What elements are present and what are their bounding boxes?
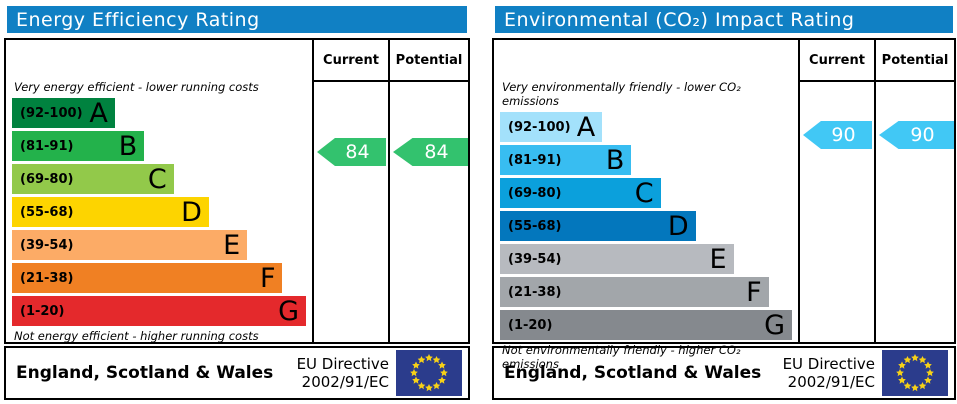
- energy-current-cell: 84: [312, 82, 388, 342]
- band-range: (21-38): [508, 284, 562, 300]
- band-letter: A: [89, 97, 108, 129]
- energy-current-column-header: Current: [312, 40, 388, 82]
- environmental-impact-panel: Environmental (CO₂) Impact Rating Very e…: [492, 6, 956, 400]
- energy-potential-rating-arrow: 84: [393, 138, 468, 166]
- band-range: (55-68): [20, 204, 74, 220]
- band-range: (81-91): [20, 138, 74, 154]
- band-range: (39-54): [508, 251, 562, 267]
- eu-directive-line1: EU Directive: [296, 355, 389, 373]
- environmental-eu-directive-label: EU Directive 2002/91/EC: [783, 355, 875, 391]
- band-letter: G: [278, 295, 299, 327]
- energy-band-d: (55-68) D: [12, 197, 209, 227]
- energy-band-a: (92-100) A: [12, 98, 115, 128]
- energy-band-b: (81-91) B: [12, 130, 145, 162]
- energy-band-c: (69-80) C: [12, 164, 174, 194]
- environmental-region-label: England, Scotland & Wales: [504, 363, 762, 383]
- energy-rating-table: Very energy efficient - lower running co…: [4, 38, 470, 344]
- energy-panel-title: Energy Efficiency Rating: [7, 6, 467, 33]
- band-letter: E: [709, 243, 727, 275]
- energy-band-ladder: Very energy efficient - lower running co…: [6, 40, 312, 343]
- band-letter: D: [667, 210, 689, 242]
- band-range: (21-38): [20, 270, 74, 286]
- energy-top-note: Very energy efficient - lower running co…: [14, 80, 259, 94]
- band-range: (39-54): [20, 237, 74, 253]
- environmental-potential-column-header: Potential: [874, 40, 954, 82]
- band-letter: B: [118, 130, 138, 162]
- band-range: (1-20): [508, 317, 553, 333]
- band-range: (69-80): [20, 171, 74, 187]
- energy-footer: England, Scotland & Wales EU Directive 2…: [4, 346, 470, 400]
- eu-directive-line1: EU Directive: [782, 355, 875, 373]
- band-range: (92-100): [20, 105, 83, 121]
- eu-flag-icon: [882, 350, 948, 396]
- energy-current-rating-arrow: 84: [317, 138, 386, 166]
- energy-eu-directive-label: EU Directive 2002/91/EC: [297, 355, 389, 391]
- band-letter: B: [605, 144, 625, 176]
- environmental-footer: England, Scotland & Wales EU Directive 2…: [492, 346, 956, 400]
- energy-band-e: (39-54) E: [12, 229, 248, 261]
- environmental-potential-cell: 90: [874, 82, 954, 342]
- energy-potential-column-header: Potential: [388, 40, 468, 82]
- eu-directive-line2: 2002/91/EC: [301, 373, 389, 391]
- environmental-current-cell: 90: [798, 82, 874, 342]
- environmental-panel-title: Environmental (CO₂) Impact Rating: [495, 6, 953, 33]
- environmental-top-note: Very environmentally friendly - lower CO…: [502, 80, 741, 108]
- energy-efficiency-panel: Energy Efficiency Rating Very energy eff…: [4, 6, 470, 400]
- environmental-band-g: (1-20) G: [500, 310, 792, 340]
- band-letter: A: [576, 111, 596, 143]
- band-letter: C: [147, 163, 167, 195]
- energy-bottom-note: Not energy efficient - higher running co…: [14, 329, 259, 343]
- band-range: (92-100): [508, 119, 571, 135]
- band-range: (55-68): [508, 218, 562, 234]
- band-letter: E: [223, 229, 241, 261]
- band-range: (69-80): [508, 185, 562, 201]
- energy-potential-cell: 84: [388, 82, 468, 342]
- energy-region-label: England, Scotland & Wales: [16, 363, 274, 383]
- energy-band-g: (1-20) G: [12, 296, 306, 326]
- environmental-rating-table: Very environmentally friendly - lower CO…: [492, 38, 956, 371]
- band-letter: C: [634, 177, 654, 209]
- energy-band-f: (21-38) F: [12, 262, 283, 294]
- band-letter: G: [764, 309, 785, 341]
- band-range: (81-91): [508, 152, 562, 168]
- band-letter: F: [259, 262, 276, 294]
- band-letter: F: [746, 276, 762, 308]
- environmental-band-e: (39-54) E: [500, 244, 734, 274]
- environmental-current-column-header: Current: [798, 40, 874, 82]
- environmental-current-rating-arrow: 90: [803, 121, 872, 149]
- environmental-band-f: (21-38) F: [500, 277, 769, 307]
- environmental-bottom-note: Not environmentally friendly - higher CO…: [502, 343, 741, 371]
- environmental-band-a: (92-100) A: [500, 111, 603, 143]
- environmental-band-ladder: Very environmentally friendly - lower CO…: [494, 40, 798, 371]
- eu-directive-line2: 2002/91/EC: [787, 373, 875, 391]
- band-range: (1-20): [20, 303, 65, 319]
- environmental-band-c: (69-80) C: [500, 178, 661, 208]
- eu-flag-icon: [396, 350, 462, 396]
- environmental-band-b: (81-91) B: [500, 144, 632, 176]
- environmental-band-d: (55-68) D: [500, 211, 696, 241]
- environmental-potential-rating-arrow: 90: [879, 121, 954, 149]
- band-letter: D: [181, 196, 202, 228]
